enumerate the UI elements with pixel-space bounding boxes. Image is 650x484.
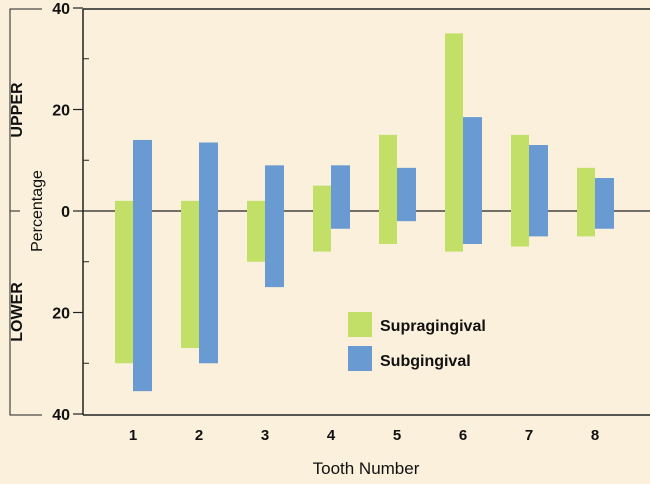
bar-subgingival-tooth-3 <box>265 165 284 288</box>
bar-supragingival-tooth-8 <box>577 167 595 237</box>
y-axis-label: Percentage <box>29 170 46 252</box>
bar-supragingival-tooth-3 <box>247 200 265 262</box>
x-tick-label: 5 <box>393 427 401 444</box>
bar-supragingival-tooth-4 <box>313 185 331 252</box>
y-tick-label: 20 <box>52 306 70 323</box>
legend-label-supragingival: Supragingival <box>380 318 486 335</box>
y-tick-label: 20 <box>52 103 70 120</box>
bar-subgingival-tooth-6 <box>463 117 482 244</box>
y-tick-label: 40 <box>52 407 70 424</box>
bar-supragingival-tooth-2 <box>181 200 199 349</box>
y-region-lower: LOWER <box>9 282 26 342</box>
y-region-upper: UPPER <box>9 82 26 138</box>
legend-swatch-supragingival <box>348 312 372 337</box>
bar-supragingival-tooth-6 <box>445 33 463 252</box>
bar-supragingival-tooth-7 <box>511 134 529 247</box>
bar-subgingival-tooth-1 <box>133 139 152 392</box>
bar-subgingival-tooth-2 <box>199 142 218 364</box>
x-tick-label: 7 <box>525 427 533 444</box>
x-tick-label: 6 <box>459 427 467 444</box>
legend-swatch-subgingival <box>348 346 372 371</box>
x-tick-label: 2 <box>195 427 203 444</box>
x-ticks: 1 2 3 4 5 6 7 8 <box>129 427 599 444</box>
bar-supragingival-tooth-1 <box>115 200 133 364</box>
legend-label-subgingival: Subgingival <box>380 353 471 370</box>
x-tick-label: 3 <box>261 427 269 444</box>
region-bracket <box>9 8 42 416</box>
bar-subgingival-tooth-8 <box>595 178 614 229</box>
x-tick-label: 1 <box>129 427 137 444</box>
bar-supragingival-tooth-5 <box>379 134 397 244</box>
bars <box>115 33 614 392</box>
x-tick-label: 4 <box>327 427 336 444</box>
y-ticks: 40 20 0 20 40 <box>52 1 89 424</box>
bar-subgingival-tooth-4 <box>331 165 350 229</box>
legend: Supragingival Subgingival <box>348 312 486 371</box>
plot-frame <box>9 8 650 416</box>
bar-subgingival-tooth-5 <box>397 167 416 222</box>
y-tick-label: 0 <box>61 204 70 221</box>
bar-subgingival-tooth-7 <box>529 145 548 237</box>
y-tick-label: 40 <box>52 1 70 18</box>
x-tick-label: 8 <box>591 427 599 444</box>
x-axis-label: Tooth Number <box>313 459 420 478</box>
